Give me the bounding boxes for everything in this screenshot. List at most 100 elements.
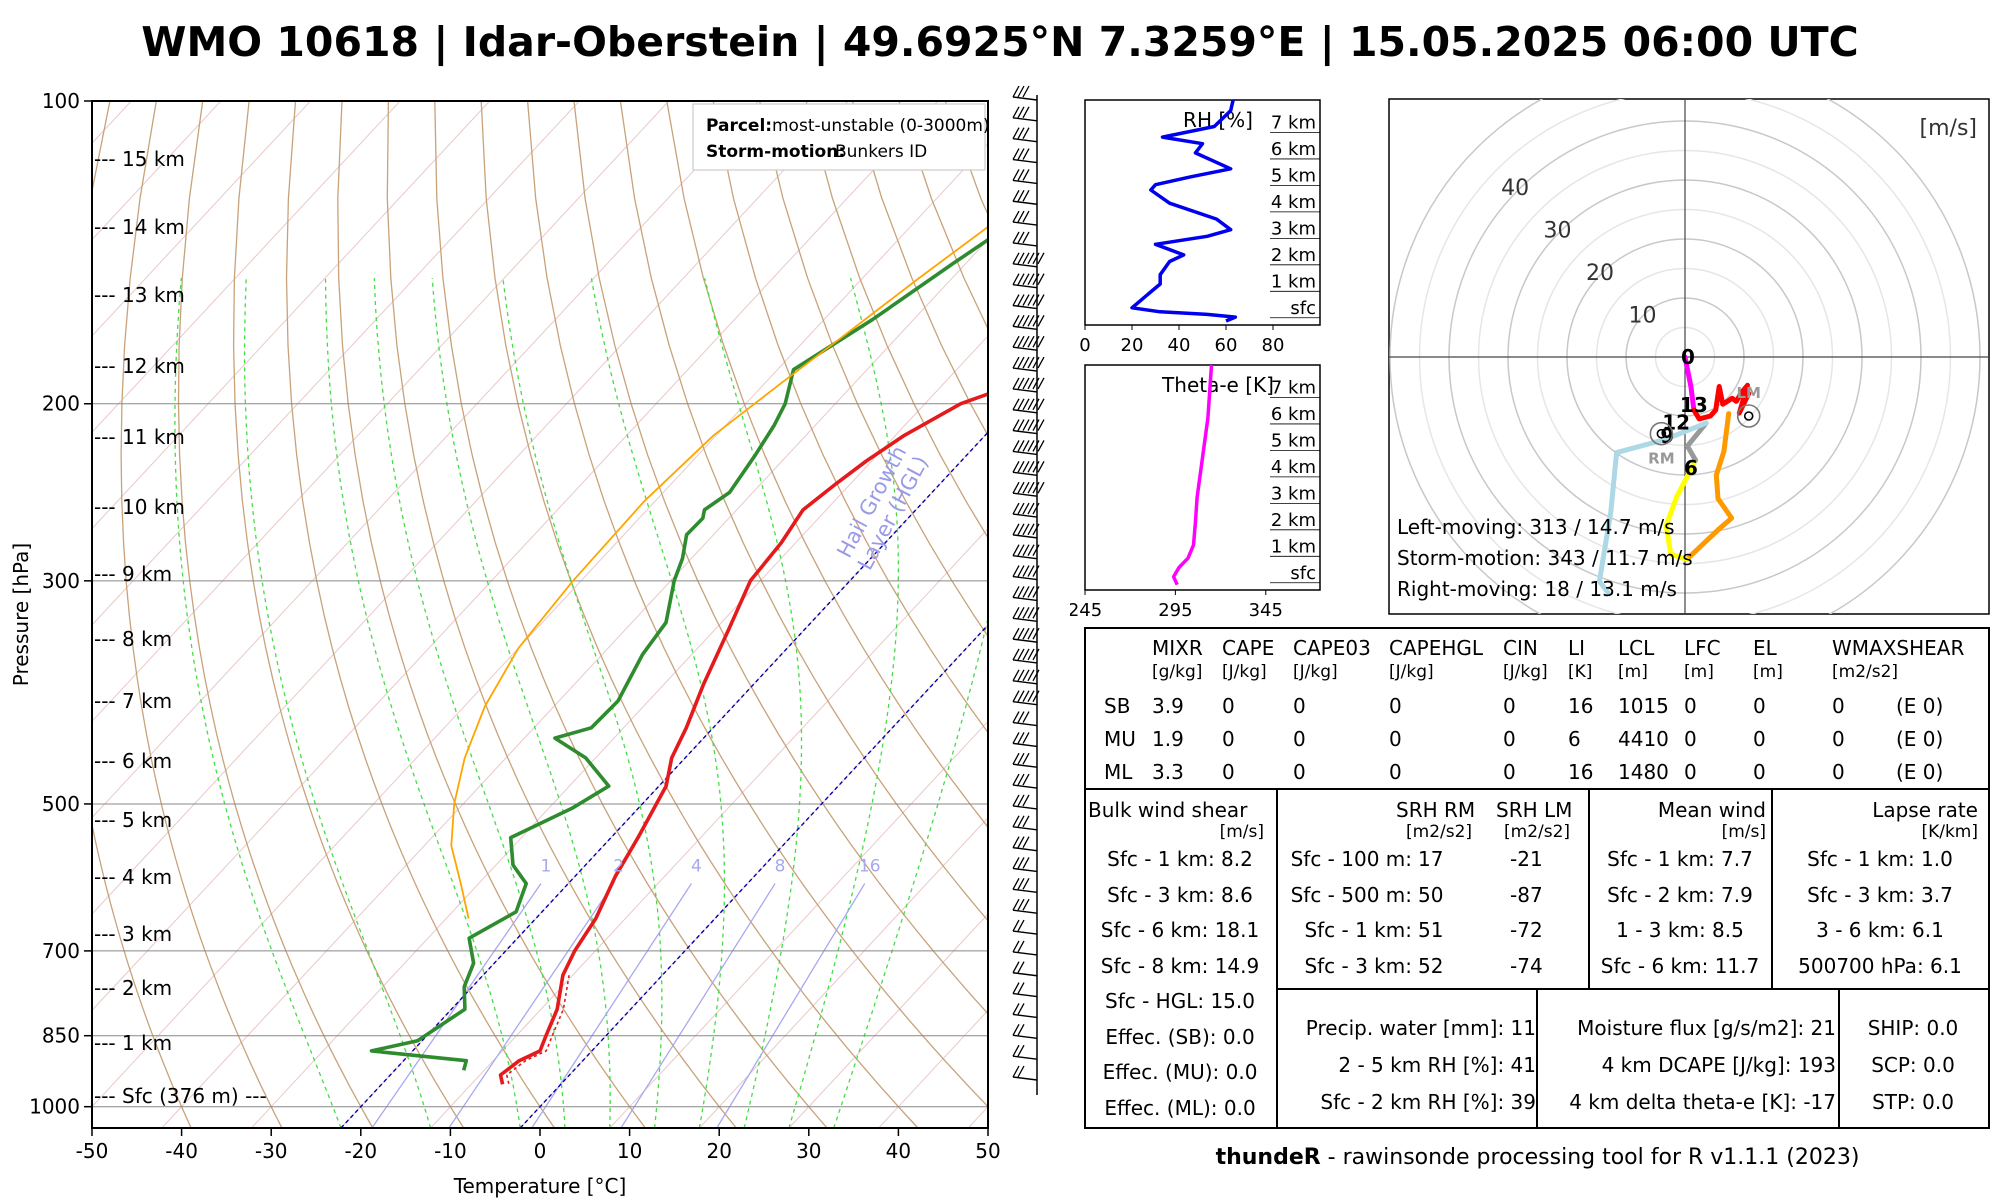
- barb-feather: [1022, 335, 1030, 348]
- table-cell: 1015: [1618, 694, 1669, 718]
- barb-feather: [1022, 544, 1030, 557]
- dry-adiabat-line: [805, 101, 988, 540]
- barb-feather: [1027, 294, 1035, 306]
- panel-height-label: 3 km: [1271, 218, 1316, 239]
- barb-feather: [1037, 335, 1045, 348]
- mean-wind-row: Sfc - 6 km: 11.7: [1600, 953, 1760, 978]
- table-cell: 1480: [1618, 760, 1669, 784]
- table-cell: 0: [1389, 760, 1402, 784]
- barb-staff: [1012, 638, 1038, 643]
- barb-feather: [1022, 669, 1030, 682]
- x-tick-label: 10: [617, 1139, 642, 1163]
- dry-adiabat-line: [526, 101, 988, 1108]
- table-header: WMAXSHEAR: [1832, 636, 1965, 660]
- barb-feather: [1017, 1065, 1025, 1078]
- barb-feather: [1012, 1023, 1020, 1036]
- barb-feather: [1017, 127, 1025, 140]
- barb-feather: [1022, 565, 1030, 577]
- barb-feather: [1012, 940, 1020, 953]
- hodograph-ring-label: 10: [1629, 304, 1657, 329]
- table-cell: 0: [1503, 727, 1516, 751]
- virtual-temperature-line: [505, 975, 570, 1085]
- barb-feather: [1017, 606, 1025, 619]
- panel-height-label: 6 km: [1271, 404, 1316, 425]
- lapse-rate-row: 3 - 6 km: 6.1: [1816, 918, 1944, 942]
- barb-feather: [1012, 481, 1020, 494]
- table-cell: 0: [1753, 760, 1766, 784]
- wind-barb: [1012, 794, 1038, 810]
- dry-adiabat-line: [92, 101, 192, 1128]
- barb-feather: [1032, 377, 1040, 390]
- table-unit: [m]: [1618, 662, 1648, 682]
- x-tick-label: 40: [886, 1139, 911, 1163]
- barb-feather: [1032, 335, 1040, 348]
- barb-feather: [1012, 398, 1020, 411]
- barb-feather: [1027, 398, 1035, 411]
- barb-staff: [1012, 429, 1038, 435]
- barb-feather: [1032, 606, 1040, 619]
- wind-barb: [1012, 857, 1038, 873]
- rh-panel: 7 km 6 km 5 km 4 km 3 km 2 km 1 km sfc 0 20 40 60 80…: [1079, 99, 1321, 356]
- height-label: --- 4 km: [94, 865, 172, 889]
- barb-feather: [1017, 189, 1025, 202]
- barb-staff: [1012, 826, 1038, 831]
- mean-wind-row: Sfc - 1 km: 7.7: [1607, 847, 1753, 871]
- bulk-shear-row: Sfc - 6 km: 18.1: [1100, 918, 1260, 942]
- barb-staff: [1012, 805, 1038, 810]
- barb-feather: [1017, 231, 1025, 244]
- barb-feather: [1017, 398, 1025, 411]
- footer-text: - rawinsonde processing tool for R v1.1.…: [1320, 1145, 1860, 1170]
- barb-feather: [1022, 732, 1030, 744]
- isotherm-line: [92, 101, 939, 1012]
- height-label: --- 14 km: [94, 215, 185, 239]
- barb-feather: [1027, 523, 1035, 536]
- page-title: WMO 10618 | Idar-Oberstein | 49.6925°N 7…: [141, 18, 1859, 66]
- dry-adiabat-line: [666, 101, 988, 829]
- barb-feather: [1017, 1003, 1025, 1015]
- table-cell: 0: [1684, 694, 1697, 718]
- barb-feather: [1037, 294, 1045, 306]
- panel-height-label: 2 km: [1271, 510, 1316, 531]
- barb-feather: [1017, 732, 1025, 744]
- x-tick-label: 50: [975, 1139, 1000, 1163]
- barb-feather: [1032, 398, 1040, 411]
- y-tick-label: 1000: [29, 1095, 80, 1119]
- table-cell: 0: [1684, 727, 1697, 751]
- dry-adiabat-line: [386, 101, 737, 1128]
- hodograph-info-line: Storm-motion: 343 / 11.7 m/s: [1397, 546, 1693, 570]
- barb-feather: [1017, 502, 1025, 515]
- barb-feather: [1037, 398, 1045, 411]
- hodograph-info-line: Left-moving: 313 / 14.7 m/s: [1397, 515, 1675, 539]
- lapse-rate-row: Sfc - 3 km: 3.7: [1807, 882, 1953, 907]
- isotherm-line: [788, 913, 988, 1128]
- barb-feather: [1012, 606, 1020, 619]
- wind-barb: [1012, 502, 1040, 518]
- barb-feather: [1012, 523, 1020, 536]
- barb-feather: [1027, 627, 1035, 640]
- barb-feather: [1017, 461, 1025, 473]
- wind-barb: [1012, 898, 1038, 914]
- barb-feather: [1017, 335, 1025, 348]
- barb-feather: [1022, 878, 1030, 890]
- barb-staff: [1012, 1034, 1038, 1039]
- barb-feather: [1022, 711, 1030, 723]
- table-cell: 1.9: [1152, 727, 1184, 751]
- barb-feather: [1012, 878, 1020, 890]
- barb-feather: [1032, 315, 1040, 327]
- x-axis-label: Temperature [°C]: [453, 1174, 627, 1198]
- barb-feather: [1012, 711, 1020, 723]
- panel-x-tick-label: 345: [1249, 600, 1283, 621]
- hodograph-layer-line: [1663, 523, 1690, 562]
- srh-lm-value: -72: [1510, 918, 1543, 942]
- isotherm-line: [92, 101, 491, 530]
- panel-height-label: 3 km: [1271, 483, 1316, 504]
- barb-feather: [1022, 773, 1030, 786]
- panel-title: RH [%]: [1183, 108, 1253, 132]
- hodograph-height-mark: 12: [1662, 411, 1690, 435]
- bulk-shear-row: Sfc - HGL: 15.0: [1105, 989, 1255, 1013]
- mixing-ratio-label: 8: [775, 857, 786, 877]
- footer-brand: thundeR: [1215, 1145, 1321, 1170]
- barb-feather: [1017, 210, 1025, 223]
- dry-adiabat-line: [285, 101, 556, 1128]
